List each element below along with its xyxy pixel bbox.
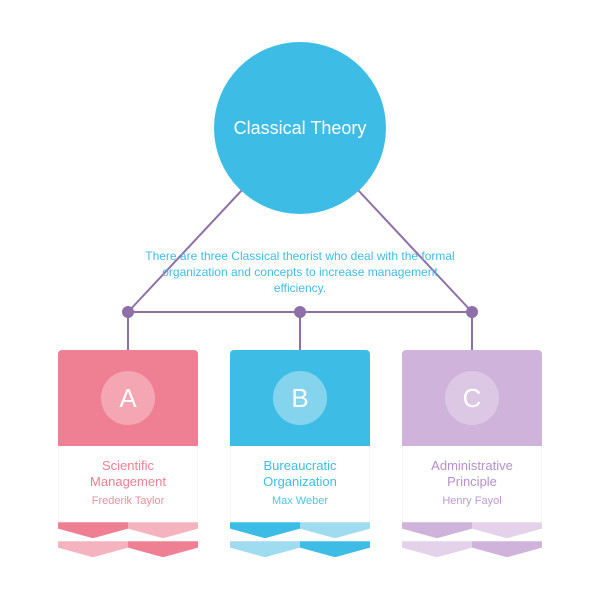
card-header: A [58,350,198,446]
chevron-icon [58,541,128,557]
infographic-canvas: Classical Theory There are three Classica… [0,0,600,600]
chevron-icon [128,522,198,538]
card-letter-badge: C [445,371,499,425]
header-description: There are three Classical theorist who d… [135,248,465,297]
card-title: Administrative Principle [411,458,533,491]
theory-card: A Scientific Management Frederik Taylor [58,350,198,557]
card-chevron-row [402,541,542,557]
card-subtitle: Henry Fayol [411,495,533,509]
card-subtitle: Max Weber [239,495,361,509]
chevron-icon [300,522,370,538]
card-letter-badge: B [273,371,327,425]
theory-card: C Administrative Principle Henry Fayol [402,350,542,557]
card-title: Scientific Management [67,458,189,491]
card-subtitle: Frederik Taylor [67,495,189,509]
chevron-icon [230,541,300,557]
chevron-icon [300,541,370,557]
card-chevron-row [230,541,370,557]
chevron-icon [472,541,542,557]
chevron-icon [128,541,198,557]
chevron-icon [402,541,472,557]
card-chevron-row [58,522,198,538]
card-chevron-row [402,522,542,538]
chevron-icon [58,522,128,538]
card-body: Administrative Principle Henry Fayol [402,446,542,522]
chevron-icon [472,522,542,538]
card-title: Bureaucratic Organization [239,458,361,491]
card-header: B [230,350,370,446]
header-title: Classical Theory [234,118,367,139]
card-header: C [402,350,542,446]
theory-card: B Bureaucratic Organization Max Weber [230,350,370,557]
card-body: Scientific Management Frederik Taylor [58,446,198,522]
chevron-icon [230,522,300,538]
chevron-icon [402,522,472,538]
card-body: Bureaucratic Organization Max Weber [230,446,370,522]
card-letter-badge: A [101,371,155,425]
header-circle: Classical Theory [214,42,386,214]
card-chevron-row [230,522,370,538]
card-chevron-row [58,541,198,557]
